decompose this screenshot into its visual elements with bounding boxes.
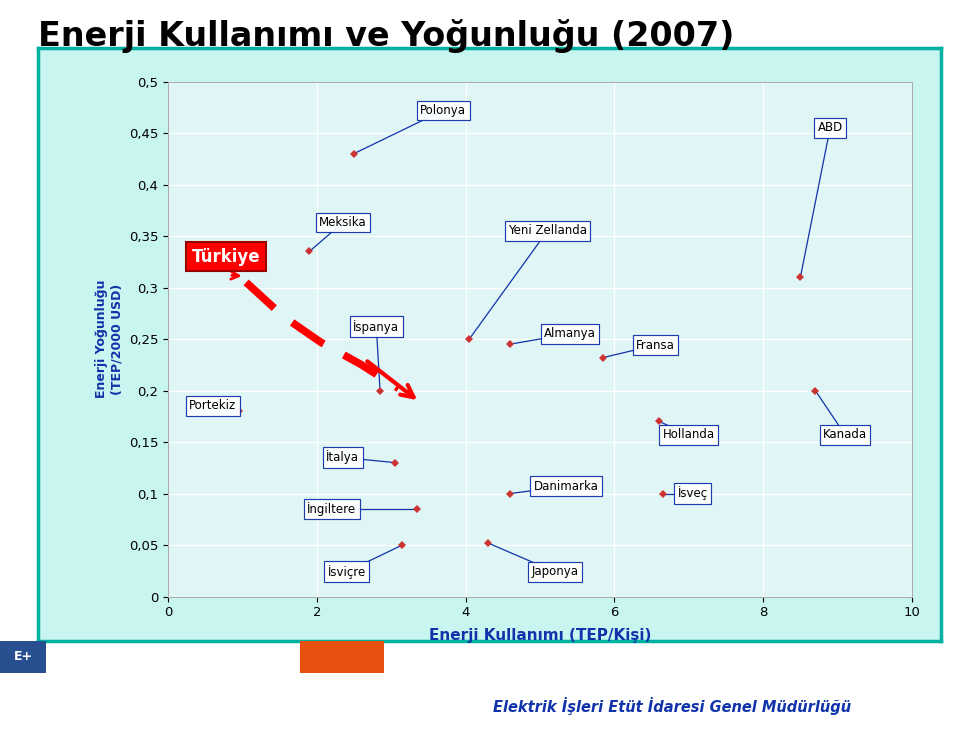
Bar	[300, 641, 384, 673]
Text: Fransa: Fransa	[636, 339, 675, 352]
Text: İsviçre: İsviçre	[327, 565, 366, 579]
Text: Enerji Kullanımı ve Yoğunluğu (2007): Enerji Kullanımı ve Yoğunluğu (2007)	[38, 19, 734, 53]
Text: Japonya: Japonya	[532, 565, 578, 578]
Text: Portekiz: Portekiz	[189, 399, 236, 413]
Text: Elektrik İşleri Etüt İdaresi Genel Müdürlüğü: Elektrik İşleri Etüt İdaresi Genel Müdür…	[492, 697, 852, 715]
Text: Türkiye: Türkiye	[192, 247, 260, 265]
Text: İngiltere: İngiltere	[307, 502, 356, 516]
Text: Yeni Zellanda: Yeni Zellanda	[508, 225, 587, 237]
Text: ABD: ABD	[818, 122, 843, 134]
X-axis label: Enerji Kullanımı (TEP/Kişi): Enerji Kullanımı (TEP/Kişi)	[429, 628, 651, 642]
Text: Hollanda: Hollanda	[662, 428, 715, 442]
Text: İtalya: İtalya	[326, 451, 359, 465]
Bar	[0, 641, 46, 673]
Text: İspanya: İspanya	[353, 319, 399, 333]
Text: Danimarka: Danimarka	[534, 479, 598, 493]
Text: Kanada: Kanada	[823, 428, 867, 442]
Text: Polonya: Polonya	[420, 104, 467, 117]
Text: E+: E+	[13, 651, 33, 663]
Text: Almanya: Almanya	[543, 328, 596, 340]
Y-axis label: Enerji Yoğunluğu
(TEP/2000 USD): Enerji Yoğunluğu (TEP/2000 USD)	[95, 280, 123, 398]
Text: ENJERİ VERİMLİLİĞİ & YENİLENEBİLİR ENJERİ: ENJERİ VERİMLİLİĞİ & YENİLENEBİLİR ENJER…	[45, 698, 339, 714]
Text: Meksika: Meksika	[319, 216, 367, 229]
Text: İsveç: İsveç	[678, 487, 708, 500]
